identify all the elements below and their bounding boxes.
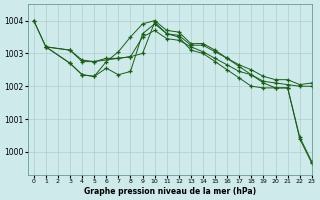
X-axis label: Graphe pression niveau de la mer (hPa): Graphe pression niveau de la mer (hPa) <box>84 187 256 196</box>
